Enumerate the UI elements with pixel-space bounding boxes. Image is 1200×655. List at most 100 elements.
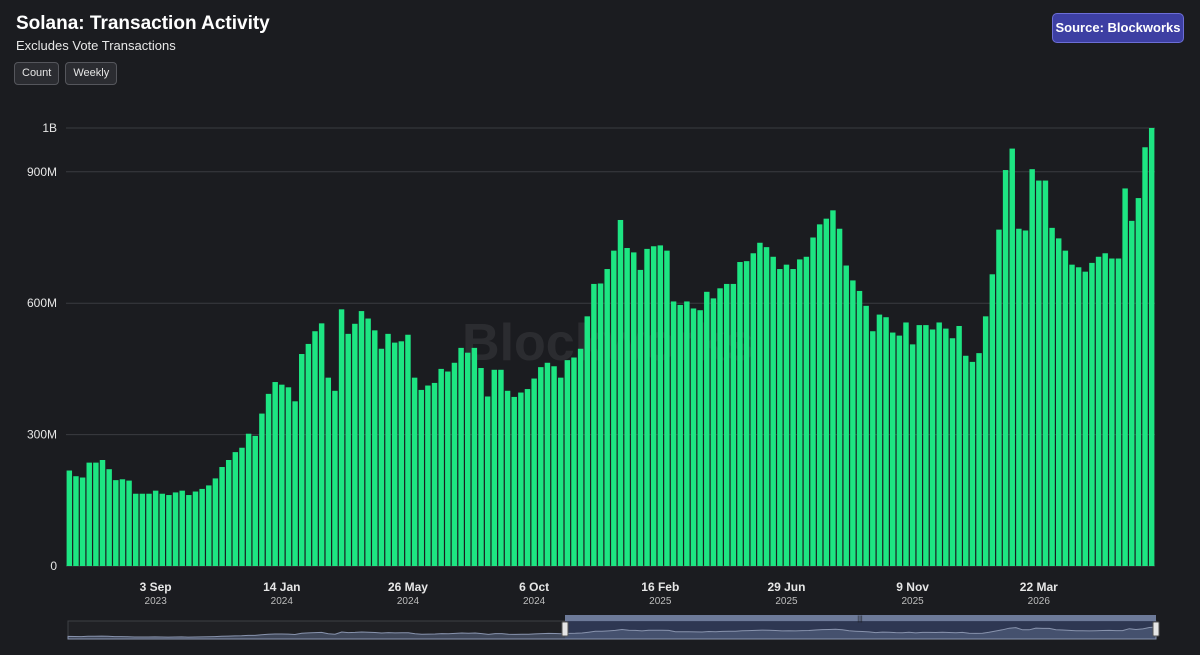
source-button[interactable]: Source: Blockworks (1052, 13, 1184, 43)
bar[interactable] (1069, 264, 1075, 566)
bar[interactable] (670, 301, 677, 566)
bar[interactable] (730, 283, 737, 566)
bar[interactable] (777, 269, 783, 566)
bar[interactable] (637, 269, 644, 566)
bar[interactable] (1075, 267, 1082, 566)
bar[interactable] (152, 490, 159, 566)
navigator-left-handle[interactable] (561, 621, 569, 637)
scrollbar-grip-icon[interactable]: ||| (857, 616, 863, 623)
bar[interactable] (438, 368, 444, 566)
bar[interactable] (611, 250, 617, 566)
metric-count-button[interactable]: Count (14, 62, 60, 85)
bar[interactable] (883, 317, 889, 566)
bar[interactable] (843, 265, 849, 566)
bar[interactable] (697, 310, 703, 566)
bar[interactable] (465, 352, 471, 566)
bar[interactable] (544, 362, 551, 566)
bar[interactable] (1036, 180, 1042, 566)
bar[interactable] (232, 452, 239, 566)
bar[interactable] (876, 314, 883, 566)
bar[interactable] (750, 253, 756, 566)
bar[interactable] (624, 248, 630, 566)
bar[interactable] (338, 309, 345, 566)
bar[interactable] (66, 470, 73, 566)
bar[interactable] (909, 344, 916, 566)
bar[interactable] (524, 389, 531, 566)
bar[interactable] (106, 469, 112, 566)
bar[interactable] (531, 378, 537, 566)
bar[interactable] (73, 476, 79, 566)
bar[interactable] (312, 331, 318, 566)
bar[interactable] (418, 389, 424, 566)
bar[interactable] (650, 246, 657, 566)
bar[interactable] (996, 229, 1002, 566)
bar[interactable] (1042, 180, 1049, 566)
bar[interactable] (963, 355, 969, 566)
bar[interactable] (239, 447, 245, 566)
bar[interactable] (272, 382, 278, 566)
bar[interactable] (949, 338, 956, 566)
bar[interactable] (850, 280, 856, 566)
bar[interactable] (704, 291, 710, 566)
bar[interactable] (445, 371, 451, 566)
bar[interactable] (989, 274, 996, 566)
bar[interactable] (976, 353, 982, 566)
bar[interactable] (710, 298, 717, 566)
bar[interactable] (518, 392, 524, 566)
bar[interactable] (299, 354, 305, 566)
bar[interactable] (690, 308, 697, 566)
bar[interactable] (929, 329, 936, 566)
bar[interactable] (192, 491, 199, 566)
bar[interactable] (478, 368, 484, 566)
bar[interactable] (538, 367, 544, 566)
bar[interactable] (803, 256, 810, 566)
bar[interactable] (279, 384, 285, 566)
bar[interactable] (498, 369, 504, 566)
bar[interactable] (657, 245, 664, 566)
bar[interactable] (372, 330, 378, 566)
bar[interactable] (285, 387, 292, 566)
bar[interactable] (856, 290, 863, 566)
bar[interactable] (617, 219, 624, 567)
bar[interactable] (943, 328, 949, 566)
bar[interactable] (113, 480, 119, 566)
bar[interactable] (571, 357, 577, 566)
bar[interactable] (830, 210, 836, 566)
bar[interactable] (584, 316, 590, 566)
bar[interactable] (664, 250, 670, 566)
bar[interactable] (1062, 250, 1069, 566)
bar[interactable] (1148, 128, 1155, 566)
bar[interactable] (186, 495, 192, 566)
bar[interactable] (491, 369, 498, 566)
bar[interactable] (677, 304, 683, 566)
bar[interactable] (1129, 220, 1135, 567)
bar[interactable] (252, 435, 258, 566)
bar[interactable] (770, 256, 776, 566)
bar[interactable] (259, 413, 265, 566)
bar[interactable] (425, 385, 431, 566)
bar[interactable] (783, 264, 790, 566)
bar[interactable] (836, 228, 843, 567)
bar[interactable] (126, 480, 132, 566)
bar[interactable] (916, 325, 922, 566)
bar[interactable] (816, 224, 823, 567)
bar[interactable] (982, 316, 989, 566)
bar[interactable] (172, 492, 179, 566)
bar[interactable] (743, 261, 750, 566)
bar[interactable] (1056, 238, 1062, 566)
bar[interactable] (385, 333, 391, 566)
bar[interactable] (551, 366, 557, 566)
bar[interactable] (684, 301, 690, 566)
bar[interactable] (1082, 271, 1088, 566)
bar[interactable] (723, 283, 730, 566)
bar[interactable] (644, 248, 650, 566)
interval-weekly-button[interactable]: Weekly (65, 62, 118, 85)
bar[interactable] (305, 343, 312, 566)
bar[interactable] (790, 269, 796, 566)
bar[interactable] (557, 377, 564, 566)
bar[interactable] (352, 323, 358, 566)
bar[interactable] (1089, 262, 1095, 566)
bar[interactable] (969, 361, 976, 566)
bar[interactable] (1122, 188, 1128, 566)
bar[interactable] (471, 347, 478, 566)
